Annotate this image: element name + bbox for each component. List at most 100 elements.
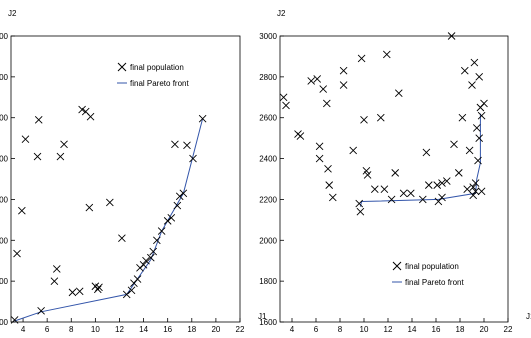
population-point (18, 206, 26, 215)
plot-area (10, 35, 241, 323)
legend-label-population: final population (130, 63, 184, 72)
population-point (363, 171, 372, 179)
population-point (189, 154, 197, 163)
population-point (68, 288, 77, 297)
y-tick-label: 2000 (0, 236, 9, 245)
population-point (315, 142, 324, 151)
population-point (433, 181, 442, 189)
population-point (153, 236, 161, 245)
y-tick-label: 2800 (0, 73, 9, 82)
population-point (454, 169, 463, 177)
population-point (33, 152, 42, 161)
population-point (118, 234, 126, 243)
population-point (460, 66, 469, 75)
x-axis-label: J1 (526, 312, 531, 321)
y-tick-label: 2600 (0, 114, 9, 123)
population-point (13, 249, 21, 258)
population-point (307, 77, 316, 85)
population-point (463, 185, 472, 194)
population-point (60, 140, 68, 149)
population-point (422, 148, 431, 157)
legend-label-population: final population (405, 262, 459, 271)
population-point (380, 185, 389, 194)
y-tick-label: 3000 (259, 32, 277, 41)
population-point (438, 193, 446, 202)
population-point (198, 114, 207, 123)
y-tick-label: 1800 (0, 277, 9, 286)
population-point (470, 58, 479, 67)
population-point (477, 187, 486, 196)
population-point (149, 247, 158, 256)
y-tick-label: 2800 (259, 73, 277, 82)
chart-2: 1600 1800 2000 2200 2400 2600 2800 3000 4 6 8 10 12 1… (259, 9, 531, 334)
population-point (325, 181, 334, 189)
population-point (313, 75, 322, 83)
population-point (296, 132, 305, 140)
y-axis-label: J2 (277, 9, 286, 18)
population-point (472, 124, 481, 132)
population-point (438, 179, 446, 187)
population-point (471, 187, 480, 196)
y-tick-label: 2400 (0, 155, 9, 164)
population-point (282, 101, 290, 110)
y-tick-label: 1600 (0, 318, 9, 327)
y-tick-label: 2600 (259, 114, 277, 123)
population-point (322, 99, 331, 108)
population-point (480, 99, 488, 108)
x-tick-label: 6 (314, 325, 319, 333)
population-point (142, 256, 150, 265)
pareto-front-line (14, 118, 204, 322)
x-tick-label: 10 (91, 325, 100, 333)
population-point (127, 286, 136, 295)
population-point (21, 135, 30, 143)
population-point (357, 54, 366, 63)
population-point (469, 183, 478, 191)
population-point (93, 285, 102, 294)
population-point (471, 179, 480, 187)
chart-1: 1600 1800 2000 2200 2400 2600 2800 3000 4 6 8 10 12 1… (0, 9, 267, 334)
x-tick-label: 10 (360, 325, 369, 333)
x-tick-label: 18 (456, 325, 465, 333)
population-point (37, 306, 45, 315)
population-point (173, 201, 182, 210)
population-point (179, 189, 188, 198)
population-point (387, 195, 396, 204)
population-point (157, 227, 166, 235)
population-point (458, 113, 467, 122)
x-axis-label: J1 (258, 312, 267, 321)
population-point (475, 73, 484, 81)
population-point (442, 177, 451, 185)
population-point (86, 112, 95, 121)
population-point (279, 93, 288, 102)
population-point (106, 198, 114, 207)
population-point (85, 203, 94, 212)
population-point (315, 154, 324, 163)
pareto-front-line (359, 113, 481, 207)
population-point (474, 156, 482, 165)
population-point (447, 32, 456, 40)
population-point (418, 195, 427, 204)
x-tick-label: 22 (236, 325, 245, 333)
population-point (382, 50, 391, 59)
x-tick-label: 6 (45, 325, 50, 333)
population-point (34, 115, 43, 124)
population-point (183, 141, 191, 150)
population-point (167, 213, 176, 222)
y-tick-label: 1800 (259, 277, 277, 286)
y-tick-label: 2000 (259, 236, 277, 245)
population-point (391, 169, 400, 177)
x-tick-label: 14 (408, 325, 417, 333)
legend: final population final Pareto front (117, 62, 189, 88)
legend: final population final Pareto front (392, 261, 464, 287)
population-point (78, 105, 86, 114)
legend-marker-population (117, 62, 127, 72)
y-tick-label: 2400 (259, 155, 277, 164)
population-point (475, 134, 484, 142)
population-point (133, 275, 142, 283)
y-tick-label: 1600 (259, 318, 277, 327)
legend-marker-population (392, 261, 402, 271)
population-point (376, 113, 385, 122)
y-tick-label: 2200 (259, 195, 277, 204)
